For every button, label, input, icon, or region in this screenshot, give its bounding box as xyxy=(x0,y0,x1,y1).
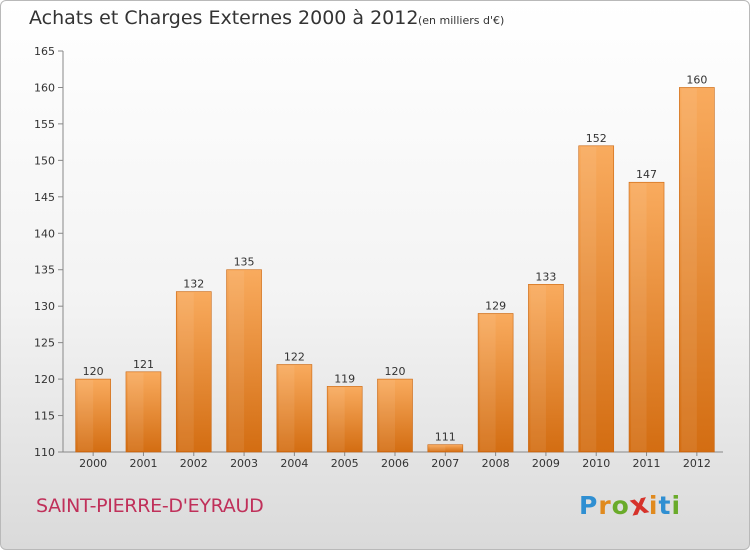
logo-letter: r xyxy=(598,491,612,520)
x-tick-label-2008: 2008 xyxy=(482,457,510,470)
bar-2007 xyxy=(427,444,464,453)
x-tick-label-2006: 2006 xyxy=(381,457,409,470)
x-tick-label-2009: 2009 xyxy=(532,457,560,470)
bar-highlight-2006 xyxy=(379,380,395,451)
value-label-2011: 147 xyxy=(636,168,657,181)
x-tick-label-2012: 2012 xyxy=(683,457,711,470)
bar-highlight-2010 xyxy=(580,146,597,452)
y-tick-label: 125 xyxy=(34,337,55,350)
x-tick-label-2001: 2001 xyxy=(129,457,157,470)
value-label-2009: 133 xyxy=(535,270,556,283)
x-tick-label-2002: 2002 xyxy=(180,457,208,470)
bar-highlight-2008 xyxy=(480,314,496,451)
x-tick-label-2003: 2003 xyxy=(230,457,258,470)
bar-highlight-2012 xyxy=(681,88,697,452)
chart-title: Achats et Charges Externes 2000 à 2012 xyxy=(29,7,419,29)
value-label-2012: 160 xyxy=(686,73,707,86)
bar-2011 xyxy=(628,181,665,453)
y-tick-label: 120 xyxy=(34,373,55,386)
bar-2006 xyxy=(377,378,413,453)
y-tick-label: 110 xyxy=(34,446,55,459)
bar-highlight-2005 xyxy=(329,387,345,451)
bar-highlight-2007 xyxy=(429,445,446,451)
bar-highlight-2003 xyxy=(228,270,245,451)
value-label-2003: 135 xyxy=(234,256,255,269)
y-tick-label: 130 xyxy=(34,300,55,313)
value-label-2001: 121 xyxy=(133,358,154,371)
bar-highlight-2009 xyxy=(530,285,546,451)
x-tick-label-2004: 2004 xyxy=(280,457,308,470)
logo-letter: i xyxy=(648,491,659,520)
bar-highlight-2001 xyxy=(127,372,144,451)
y-tick-label: 135 xyxy=(34,264,55,277)
y-tick-label: 165 xyxy=(34,45,55,58)
bar-highlight-2004 xyxy=(278,365,295,451)
proxiti-logo: Proxiti xyxy=(579,486,682,522)
logo-letter: i xyxy=(671,491,682,520)
chart-labels: 120 2000 121 2001 132 2002 135 2003 122 2004 119 20… xyxy=(79,73,711,470)
bar-2008 xyxy=(477,313,514,453)
bar-2002 xyxy=(175,291,212,453)
value-label-2002: 132 xyxy=(183,278,204,291)
value-label-2007: 111 xyxy=(435,431,456,444)
bar-highlight-2000 xyxy=(77,380,94,451)
x-tick-label-2010: 2010 xyxy=(582,457,610,470)
y-tick-label: 145 xyxy=(34,191,55,204)
y-tick-label: 160 xyxy=(34,81,55,94)
chart-subtitle: (en milliers d'€) xyxy=(418,14,505,27)
bar-2001 xyxy=(125,371,162,453)
bar-2000 xyxy=(75,378,111,453)
logo-letter: t xyxy=(658,491,672,520)
x-tick-label-2007: 2007 xyxy=(431,457,459,470)
logo-letter: P xyxy=(579,491,599,520)
x-tick-label-2000: 2000 xyxy=(79,457,107,470)
bar-highlight-2011 xyxy=(631,183,647,451)
logo-letter: o xyxy=(611,491,630,520)
y-tick-label: 155 xyxy=(34,118,55,131)
value-label-2008: 129 xyxy=(485,299,506,312)
x-tick-label-2011: 2011 xyxy=(633,457,661,470)
bar-highlight-2002 xyxy=(178,292,194,451)
bar-2005 xyxy=(326,386,363,453)
y-tick-label: 140 xyxy=(34,227,55,240)
bar-2012 xyxy=(679,87,715,453)
value-label-2006: 120 xyxy=(385,365,406,378)
commune-name: SAINT-PIERRE-D'EYRAUD xyxy=(36,495,264,517)
value-label-2000: 120 xyxy=(83,365,104,378)
chart-bars xyxy=(75,87,715,453)
y-tick-label: 150 xyxy=(34,154,55,167)
bar-2009 xyxy=(528,284,564,453)
value-label-2004: 122 xyxy=(284,351,305,364)
y-tick-label: 115 xyxy=(34,410,55,423)
value-label-2005: 119 xyxy=(334,372,355,385)
bar-2004 xyxy=(276,364,313,453)
bar-2010 xyxy=(578,145,615,453)
value-label-2010: 152 xyxy=(586,132,607,145)
bar-2003 xyxy=(226,269,262,453)
x-tick-label-2005: 2005 xyxy=(331,457,359,470)
